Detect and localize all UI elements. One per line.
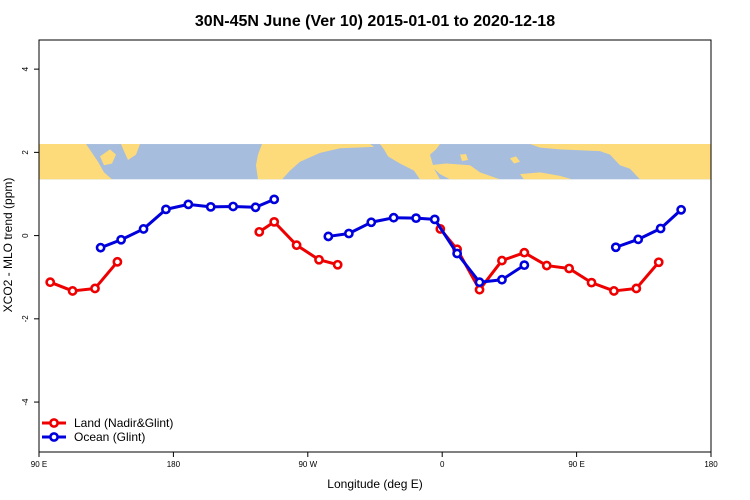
series-0-point-1-0 — [254, 226, 265, 237]
series-0-point-1-1 — [269, 216, 280, 227]
world-map-band — [39, 144, 711, 180]
series-0-point-1-2 — [291, 240, 302, 251]
plot-frame — [38, 39, 712, 453]
axes: 90 E 180 90 W 0 90 E 180 -4 -2 0 2 4 — [21, 39, 718, 469]
map-land-4 — [380, 144, 440, 180]
map-land-0 — [39, 144, 112, 180]
legend-label-1: Ocean (Glint) — [74, 430, 145, 444]
y-tick-label-4: 4 — [21, 66, 30, 71]
y-tick-label-0: -4 — [21, 398, 30, 406]
x-tick-label-2: 90 W — [298, 460, 317, 469]
series-2-point-0-3 — [676, 204, 687, 215]
series-1-point-1-6 — [452, 248, 463, 259]
series-0-point-2-5 — [541, 260, 552, 271]
series-0-point-0-1 — [67, 286, 78, 296]
map-land-7 — [510, 156, 520, 164]
series-2 — [610, 204, 687, 253]
series-0-point-2-6 — [564, 263, 575, 274]
legend-marker-1 — [49, 432, 59, 442]
series-layer — [45, 194, 687, 296]
series-0-point-0-2 — [90, 283, 100, 294]
map-land-5 — [430, 163, 500, 180]
y-tick-label-3: 2 — [21, 150, 30, 155]
x-axis-label: Longitude (deg E) — [327, 477, 422, 491]
legend-marker-0 — [49, 418, 59, 428]
series-0-point-2-7 — [586, 277, 597, 288]
map-land-9 — [530, 144, 711, 180]
series-1-point-0-7 — [250, 202, 261, 213]
series-0-point-2-4 — [519, 247, 530, 258]
legend-label-0: Land (Nadir&Glint) — [74, 416, 173, 430]
series-0-point-2-2 — [474, 284, 485, 295]
series-1-point-1-5 — [429, 214, 440, 225]
series-0-point-2-8 — [609, 286, 619, 296]
y-axis-label: XCO2 - MLO trend (ppm) — [1, 178, 15, 313]
series-0-point-2-3 — [497, 255, 507, 266]
series-1-point-0-6 — [228, 201, 239, 212]
series-1-point-0-5 — [205, 201, 216, 212]
x-tick-label-3: 0 — [440, 460, 445, 469]
x-tick-label-4: 90 E — [568, 460, 584, 469]
chart-title: 30N-45N June (Ver 10) 2015-01-01 to 2020… — [195, 13, 555, 30]
map-land-2 — [121, 144, 140, 160]
x-tick-label-0: 90 E — [31, 460, 47, 469]
series-0-point-0-3 — [112, 256, 123, 267]
series-1 — [95, 194, 530, 288]
series-0-point-2-10 — [653, 257, 664, 268]
series-2-point-0-1 — [633, 234, 644, 245]
series-0-point-2-9 — [631, 283, 642, 294]
series-1-point-1-3 — [388, 212, 399, 223]
map-land-8 — [460, 153, 468, 162]
series-1-point-1-8 — [497, 274, 507, 285]
series-1-point-1-0 — [323, 231, 334, 242]
series-1-line-1 — [328, 216, 526, 284]
series-2-point-0-0 — [610, 242, 621, 253]
series-0-point-1-4 — [332, 259, 343, 270]
x-tick-label-5: 180 — [704, 460, 718, 469]
series-0 — [45, 216, 664, 296]
map-land-1 — [100, 149, 116, 166]
map-land-6 — [520, 172, 572, 180]
series-1-point-0-1 — [116, 234, 127, 245]
series-0-point-0-0 — [45, 277, 56, 288]
series-1-point-1-9 — [519, 260, 530, 271]
series-1-point-0-2 — [138, 224, 149, 234]
series-1-point-0-0 — [95, 242, 106, 253]
y-tick-label-1: -2 — [21, 315, 30, 323]
series-1-point-1-4 — [411, 213, 421, 224]
map-land-11 — [645, 165, 652, 171]
series-1-point-1-2 — [366, 217, 377, 228]
y-tick-label-2: 0 — [21, 233, 30, 238]
series-2-point-0-2 — [655, 223, 666, 234]
series-0-line-0 — [49, 260, 119, 293]
series-0-line-2 — [439, 227, 660, 293]
series-0-point-1-3 — [314, 254, 324, 265]
map-land-3 — [256, 144, 374, 180]
legend: Land (Nadir&Glint)Ocean (Glint) — [42, 416, 173, 444]
series-2-line-0 — [615, 208, 683, 249]
series-1-point-1-7 — [474, 277, 485, 288]
map-land-10 — [628, 147, 660, 166]
series-1-point-0-4 — [183, 199, 194, 210]
x-tick-label-1: 180 — [167, 460, 181, 469]
series-1-point-0-8 — [269, 194, 280, 205]
series-1-point-0-3 — [161, 204, 171, 215]
series-1-point-1-1 — [343, 228, 354, 239]
